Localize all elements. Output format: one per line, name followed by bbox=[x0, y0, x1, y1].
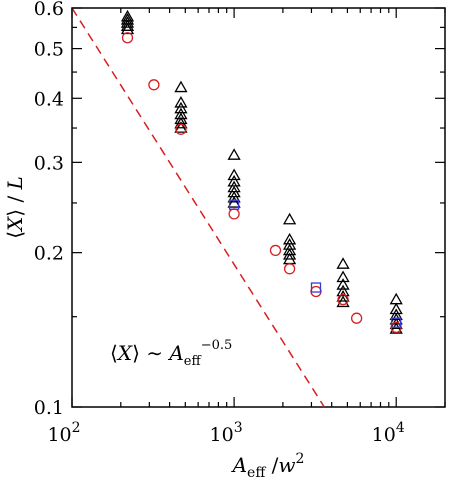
x-tick-label: 103 bbox=[210, 420, 243, 446]
square-point bbox=[391, 317, 402, 328]
triangle-point bbox=[174, 107, 188, 120]
triangle-point bbox=[336, 278, 350, 290]
y-tick-label: 0.1 bbox=[34, 397, 64, 419]
triangle-point bbox=[174, 80, 188, 93]
triangle-point bbox=[336, 284, 350, 297]
x-axis-label: Aeff /w2 bbox=[231, 451, 305, 481]
triangle-point bbox=[174, 95, 188, 108]
fit-line bbox=[71, 7, 325, 408]
circle-point bbox=[337, 293, 349, 306]
triangle-point bbox=[336, 257, 350, 269]
triangle-point bbox=[389, 292, 403, 305]
circle-point bbox=[350, 312, 363, 324]
triangle-point bbox=[336, 270, 350, 283]
triangle-point bbox=[120, 9, 135, 22]
triangle-point bbox=[120, 22, 135, 35]
y-tick-label: 0.3 bbox=[34, 152, 64, 174]
square-point bbox=[228, 199, 240, 210]
plot-frame bbox=[71, 7, 446, 408]
triangle-point bbox=[120, 13, 135, 25]
triangle-point bbox=[227, 180, 241, 193]
y-tick-label: 0.6 bbox=[34, 0, 64, 20]
triangle-point bbox=[227, 174, 241, 187]
circle-point bbox=[148, 79, 160, 91]
fit-layer bbox=[71, 7, 325, 408]
triangle-point bbox=[282, 232, 297, 245]
circle-point bbox=[121, 32, 134, 44]
y-axis-label: ⟨X⟩ / L bbox=[3, 176, 27, 239]
triangle-point bbox=[227, 168, 241, 181]
triangle-point bbox=[389, 308, 403, 321]
triangle-point bbox=[227, 148, 241, 160]
triangle-point bbox=[120, 19, 135, 31]
circle-point bbox=[228, 208, 240, 220]
marks-layer bbox=[120, 9, 403, 334]
triangle-point bbox=[389, 302, 403, 315]
circle-point bbox=[283, 263, 296, 275]
triangle-point bbox=[120, 16, 135, 28]
x-tick-label: 104 bbox=[372, 420, 405, 446]
labels-layer: 102 103 104 0.1 0.2 0.3 0.4 0.5 0.6 Aeff /w2 ⟨X⟩ /… bbox=[3, 0, 405, 481]
y-tick-label: 0.4 bbox=[34, 88, 64, 110]
y-tick-label: 0.2 bbox=[34, 243, 64, 265]
fit-annotation: ⟨X⟩ ∼ Aeff−0.5 bbox=[110, 338, 232, 369]
ticks-layer bbox=[71, 7, 446, 408]
square-point bbox=[310, 282, 322, 293]
circle-point bbox=[175, 123, 187, 135]
triangle-point bbox=[282, 212, 297, 225]
triangle-point bbox=[174, 101, 188, 114]
x-tick-label: 102 bbox=[47, 420, 80, 446]
circle-point bbox=[269, 244, 282, 257]
triangle-point bbox=[336, 295, 350, 308]
y-tick-label: 0.5 bbox=[34, 39, 64, 61]
